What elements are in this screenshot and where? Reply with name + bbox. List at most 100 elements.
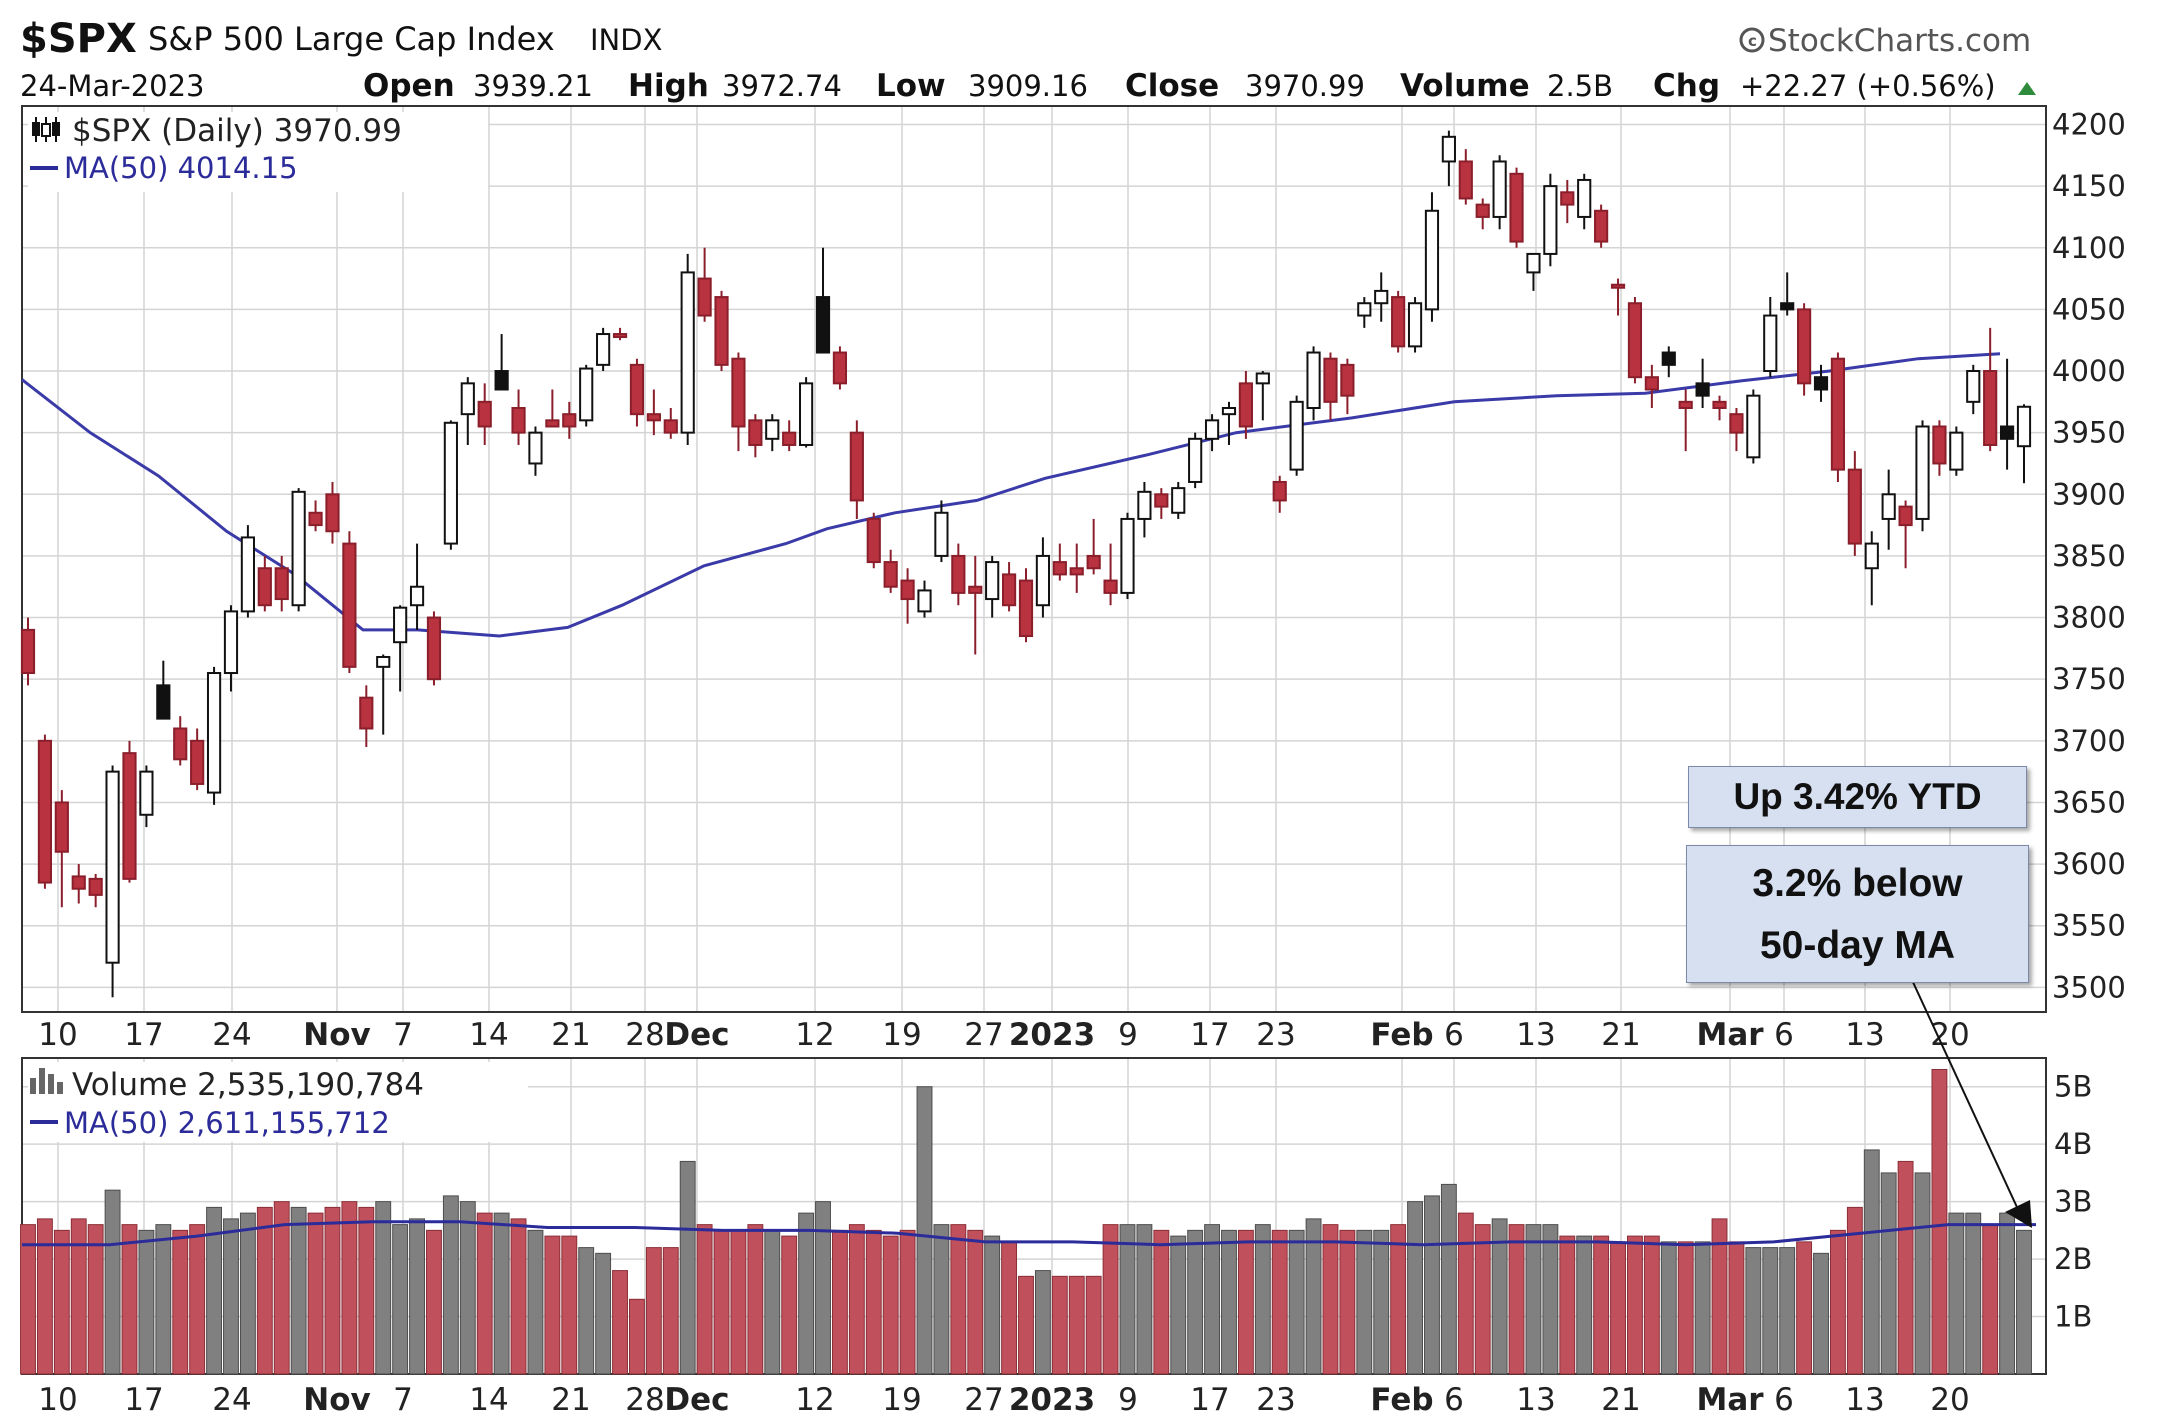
candle-body [1374,289,1389,305]
candle-body [815,296,831,354]
price-tick-label: 3900 [2052,477,2126,511]
candle [917,580,932,618]
candle-body [765,419,780,440]
candle [579,364,594,427]
candle-body [832,351,848,385]
ma-callout-line2: 50-day MA [1759,924,1956,967]
volume-bar [781,1235,798,1375]
candle [1492,155,1507,230]
volume-bar [392,1224,409,1375]
x-tick-label: Mar [1696,1017,1764,1053]
candle-body [1120,517,1135,594]
volume-bar [510,1218,527,1375]
volume-bar [1779,1247,1796,1375]
candle [1999,358,2015,470]
candle [1966,364,1981,415]
volume-icon [30,1068,63,1094]
candle [1052,543,1067,581]
candle [393,605,408,692]
volume-bar [1204,1224,1221,1375]
volume-bar [612,1270,628,1375]
candle-body [37,739,53,884]
volume-bar [1051,1275,1068,1375]
candle-body [1594,209,1609,243]
candle-body [54,801,69,853]
x-tick-label: 10 [38,1017,77,1053]
volume-bar [1322,1224,1339,1375]
candle-body [985,561,1000,601]
volume-tick-label: 1B [2054,1300,2092,1334]
candle-body [359,696,374,730]
candle-body [139,770,154,816]
candle [443,420,458,550]
candle [240,525,255,618]
candle [765,414,780,452]
candle-body [1746,394,1761,459]
candle [900,568,915,624]
volume-bar [1660,1241,1677,1375]
x-tick-label: Nov [303,1382,370,1418]
candle [1407,297,1423,353]
volume-bar [1187,1229,1204,1375]
candle-body [646,413,661,422]
candle [1678,389,1693,452]
volume-bar [1254,1224,1271,1375]
candle [562,401,577,439]
volume-bar [544,1235,561,1375]
volume-bar [561,1235,578,1375]
candle-body [612,333,628,339]
candle-body [1255,372,1270,385]
volume-bar [1880,1172,1897,1375]
x-tick-label: 28 [625,1017,664,1053]
candle [1610,278,1626,316]
candle [54,790,69,908]
volume-bar [1728,1241,1745,1375]
price-tick-label: 3550 [2052,909,2126,943]
candle [1424,192,1440,322]
candle [1154,488,1169,519]
candle [985,555,1000,618]
price-tick-label: 3700 [2052,724,2126,758]
candle-body [1610,283,1626,289]
price-x-ticks: 10 17 24 Nov 7 14 21 28 Dec 12 19 27 2023 9 17 23 Feb 6 13… [38,1017,1969,1053]
candle-body [1069,567,1084,576]
volume-bar [1288,1229,1305,1375]
candle [173,716,188,766]
volume-bar [595,1252,612,1375]
volume-bar [358,1206,375,1375]
candle-body [308,511,323,527]
candle-body [900,579,915,601]
volume-bar [1440,1183,1457,1375]
candle-body [782,431,797,446]
volume-bar [848,1224,865,1375]
ma-callout: 3.2% below 50-day MA [1686,845,2029,983]
candle-body [731,357,746,428]
volume-bar [696,1224,713,1375]
candle-body [1864,542,1879,570]
volume-bar [476,1212,493,1375]
x-tick-label: 14 [469,1017,508,1053]
volume-tick-label: 4B [2054,1127,2092,1161]
price-tick-label: 3750 [2052,662,2126,696]
candle-icon [32,117,60,142]
candle-body [1999,425,2015,440]
volume-bar [1153,1229,1170,1375]
candle [866,512,881,569]
volume-bar [747,1224,764,1375]
volume-bar [121,1224,138,1375]
volume-bar [730,1229,747,1375]
candle-body [1052,561,1067,576]
volume-panel-frame [21,1057,2047,1375]
volume-bar [1982,1224,1999,1375]
volume-bar [70,1218,87,1375]
volume-bar [967,1229,984,1375]
volume-bar [679,1160,696,1375]
candle-body [1137,490,1152,520]
price-tick-label: 4100 [2052,231,2126,265]
x-tick-label: 19 [882,1382,921,1418]
x-tick-label: 20 [1930,1017,1969,1053]
candle [1763,297,1778,378]
volume-bar [1136,1224,1153,1375]
candle [1458,149,1473,205]
candle-body [477,400,492,428]
